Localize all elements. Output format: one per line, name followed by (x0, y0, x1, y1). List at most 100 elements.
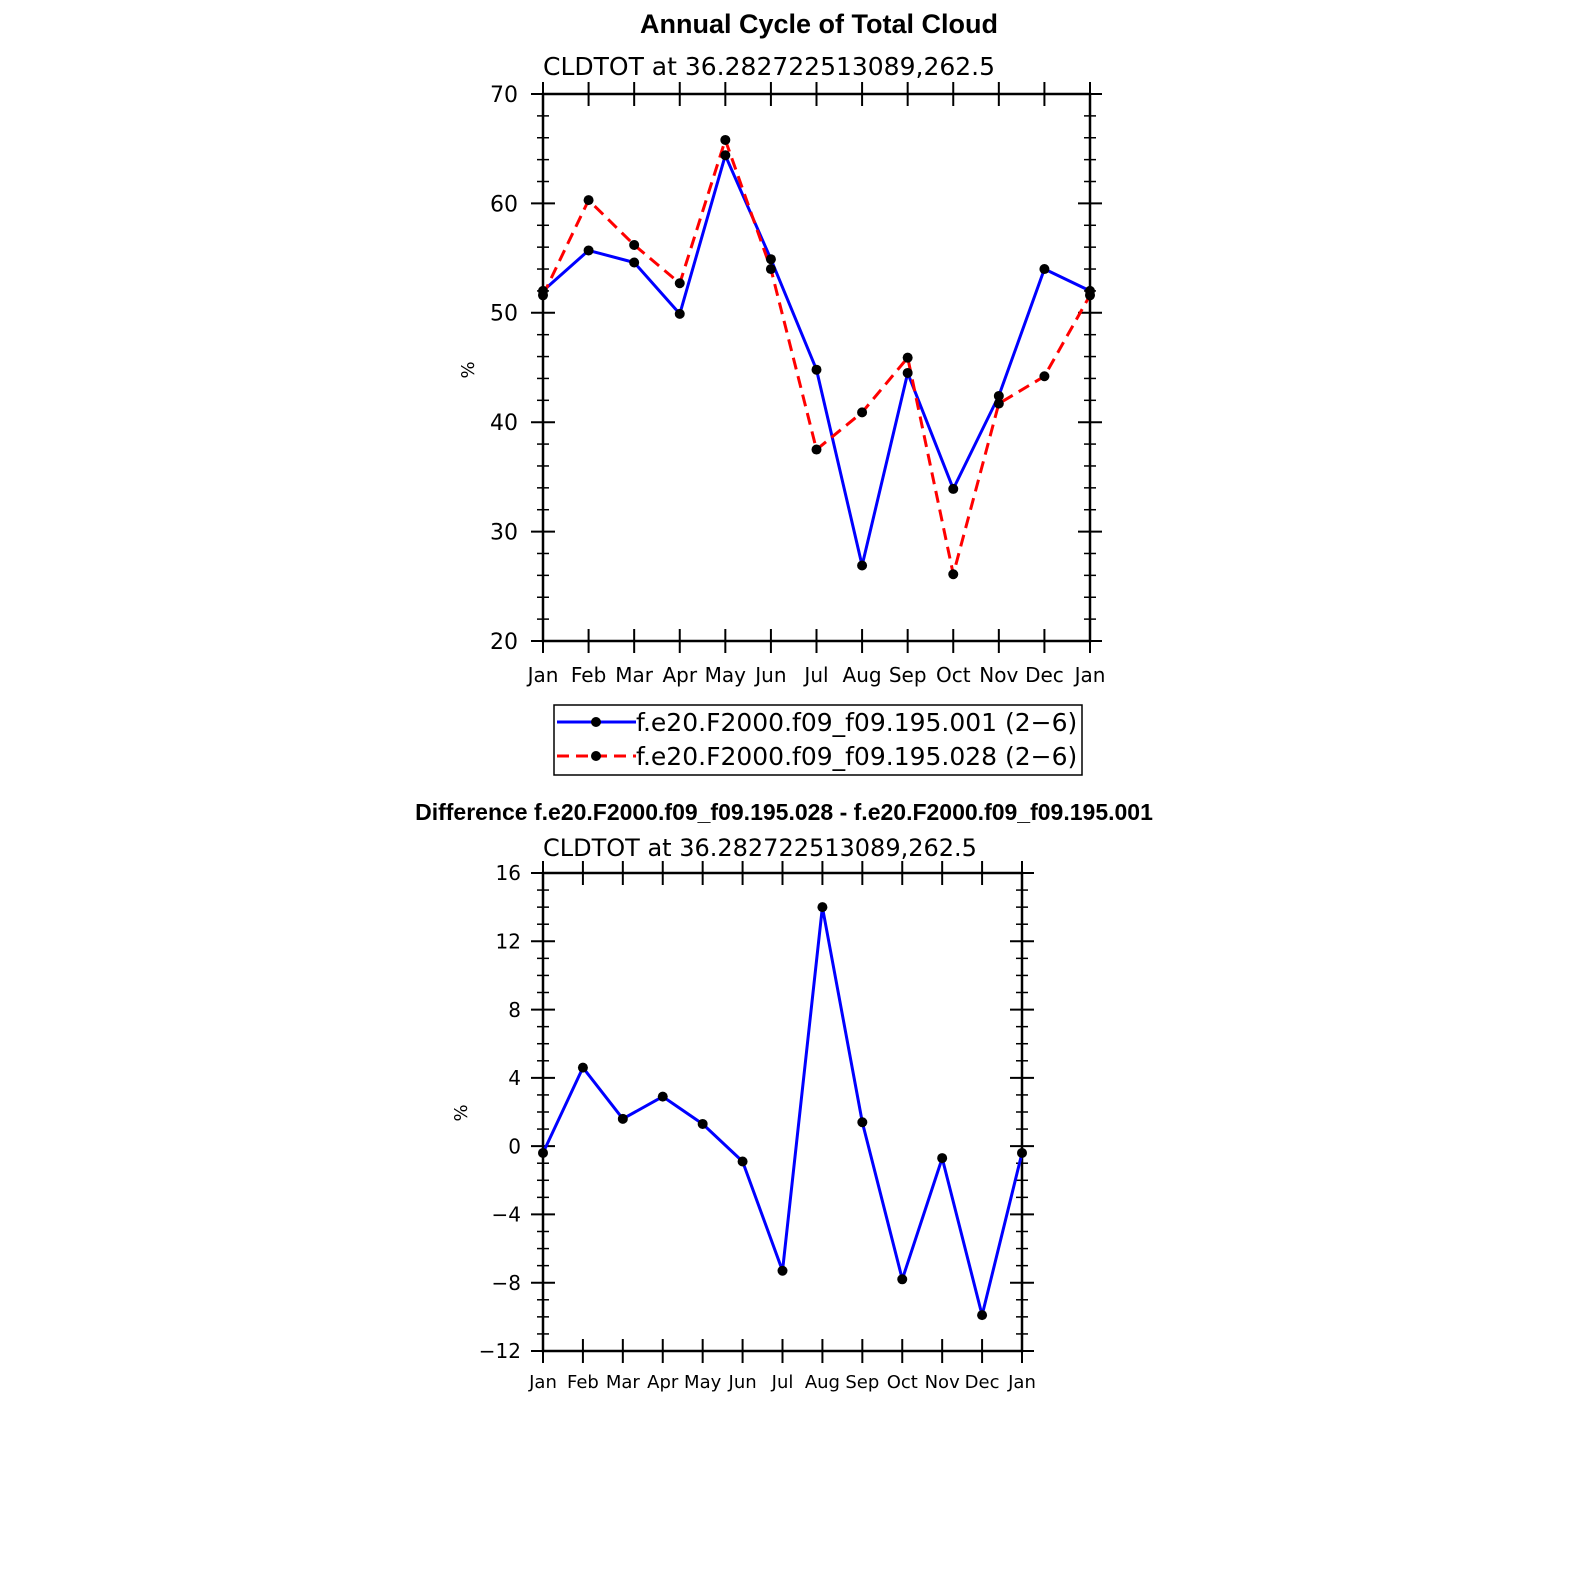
legend-marker-1 (591, 717, 601, 727)
y-tick-label: 16 (496, 861, 521, 885)
x-tick-label: Aug (805, 1372, 840, 1393)
y-tick-label: −12 (479, 1339, 521, 1363)
data-point-s1 (857, 1117, 868, 1128)
x-tick-label: Apr (662, 663, 697, 687)
data-point-s1 (720, 150, 731, 161)
data-point-s2 (811, 444, 822, 455)
data-point-s2 (948, 569, 959, 580)
data-point-s1 (857, 560, 868, 571)
x-tick-label: Jan (1007, 1372, 1036, 1393)
x-tick-label: Jul (771, 1372, 794, 1393)
difference-chart: Difference f.e20.F2000.f09_f09.195.028 -… (415, 799, 1153, 1393)
x-tick-label: Sep (845, 1372, 879, 1393)
data-point-s2 (720, 134, 731, 145)
plot-frame (541, 871, 1024, 1353)
y-tick-label: 20 (490, 630, 518, 655)
data-point-s2 (857, 407, 868, 418)
x-tick-label: Feb (571, 663, 606, 687)
x-tick-label: Dec (965, 1372, 1000, 1393)
series-line-2 (541, 138, 1092, 576)
axes-frame (531, 82, 1102, 653)
series-layer (538, 902, 1027, 1321)
y-tick-label: 40 (490, 411, 518, 436)
data-point-s1 (993, 390, 1004, 401)
x-tick-label: Mar (606, 1372, 641, 1393)
x-tick-label: Jun (728, 1372, 757, 1393)
series-line-1 (542, 153, 1091, 567)
x-tick-label: Oct (887, 1372, 918, 1393)
legend-box (553, 704, 1083, 776)
data-point-s2 (629, 239, 640, 250)
chart-title: Difference f.e20.F2000.f09_f09.195.028 -… (415, 799, 1153, 825)
y-tick-labels: 20 30 40 50 60 70 (490, 83, 518, 655)
data-point-s1 (697, 1118, 708, 1129)
x-tick-label: May (684, 1372, 722, 1393)
x-tick-label: Nov (925, 1372, 960, 1393)
data-point-s2 (674, 278, 685, 289)
y-tick-label: 8 (508, 998, 521, 1022)
data-point-s1 (577, 1062, 588, 1073)
data-point-s1 (948, 483, 959, 494)
y-tick-label: −8 (492, 1271, 521, 1295)
data-point-s1 (657, 1091, 668, 1102)
data-point-s2 (1039, 371, 1050, 382)
chart-title: Annual Cycle of Total Cloud (640, 9, 998, 39)
x-tick-label: Sep (889, 663, 927, 687)
y-axis-label: % (458, 361, 479, 378)
data-point-s1 (897, 1274, 908, 1285)
x-tick-label: Jan (528, 1372, 557, 1393)
y-tick-label: 12 (496, 929, 521, 953)
x-tick-labels: Jan Feb Mar Apr May Jun Jul Aug Sep Oct Nov Dec Jan (526, 663, 1106, 687)
y-tick-label: 60 (490, 192, 518, 217)
y-tick-label: 0 (508, 1134, 521, 1158)
legend: f.e20.F2000.f09_f09.195.001 (2−6) f.e20.… (553, 704, 1083, 776)
x-tick-label: Apr (647, 1372, 679, 1393)
data-point-s1 (674, 308, 685, 319)
x-tick-label: Jul (802, 663, 828, 687)
y-tick-label: −4 (492, 1203, 521, 1227)
series-layer (538, 134, 1095, 580)
data-point-s2 (1085, 290, 1095, 301)
data-point-s1 (811, 364, 822, 375)
data-point-s2 (538, 290, 548, 301)
data-point-s1 (765, 254, 776, 265)
data-point-s1 (583, 245, 594, 256)
x-tick-labels: Jan Feb Mar Apr May Jun Jul Aug Sep Oct Nov Dec Jan (528, 1372, 1036, 1393)
x-tick-label: Jan (526, 663, 559, 687)
x-tick-label: Jun (753, 663, 786, 687)
data-point-s1 (1017, 1147, 1027, 1158)
x-tick-label: Mar (615, 663, 654, 687)
chart-subtitle: CLDTOT at 36.282722513089,262.5 (543, 52, 995, 81)
x-tick-label: Aug (843, 663, 882, 687)
y-tick-label: 50 (490, 302, 518, 327)
data-point-s2 (902, 352, 913, 363)
y-tick-labels: −12 −8 −4 0 4 8 12 16 (479, 861, 521, 1363)
y-axis-label: % (451, 1104, 472, 1121)
data-point-s2 (993, 398, 1004, 409)
data-point-s2 (583, 195, 594, 206)
legend-label-1: f.e20.F2000.f09_f09.195.001 (2−6) (636, 708, 1077, 737)
axes-frame (531, 861, 1034, 1363)
data-point-s1 (777, 1265, 788, 1276)
data-point-s1 (629, 257, 640, 268)
y-tick-label: 70 (490, 83, 518, 108)
legend-label-2: f.e20.F2000.f09_f09.195.028 (2−6) (636, 742, 1077, 771)
y-tick-label: 4 (508, 1066, 521, 1090)
chart-subtitle: CLDTOT at 36.282722513089,262.5 (543, 834, 977, 862)
data-point-s1 (937, 1153, 948, 1164)
x-tick-label: Dec (1025, 663, 1064, 687)
data-point-s1 (977, 1310, 988, 1321)
x-tick-label: Jan (1073, 663, 1106, 687)
data-point-s1 (538, 1147, 548, 1158)
data-point-s1 (817, 902, 828, 913)
x-tick-label: Nov (979, 663, 1018, 687)
annual-cycle-chart: Annual Cycle of Total Cloud CLDTOT at 36… (458, 9, 1105, 687)
data-point-s1 (617, 1113, 628, 1124)
x-tick-label: May (705, 663, 747, 687)
x-tick-label: Feb (567, 1372, 599, 1393)
legend-entry-2: f.e20.F2000.f09_f09.195.028 (2−6) (557, 742, 1077, 771)
data-point-s1 (737, 1156, 748, 1167)
data-point-s1 (1039, 264, 1050, 275)
legend-entry-1: f.e20.F2000.f09_f09.195.001 (2−6) (557, 708, 1077, 737)
